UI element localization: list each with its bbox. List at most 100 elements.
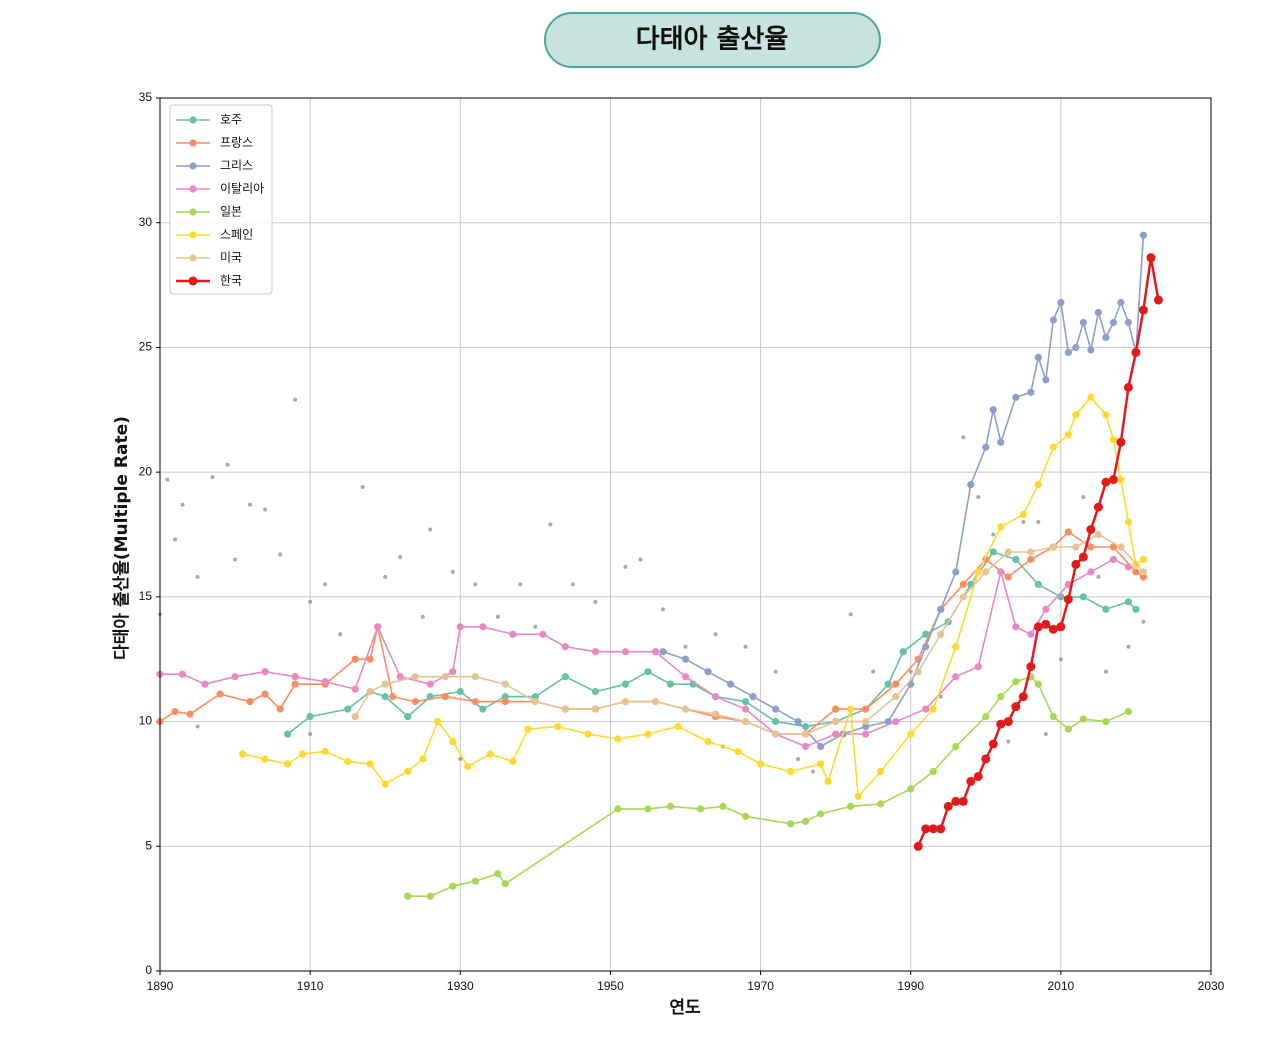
background-point (278, 552, 283, 557)
data-point (734, 747, 742, 756)
background-point (1036, 520, 1041, 525)
data-point (441, 673, 449, 681)
data-point (561, 673, 569, 681)
data-point (1034, 353, 1042, 362)
data-point (1012, 555, 1020, 564)
data-point (614, 805, 622, 813)
data-point (186, 710, 194, 718)
x-tick-label: 2010 (1048, 979, 1075, 993)
background-point (1081, 495, 1086, 500)
data-point (486, 750, 494, 758)
data-point (696, 805, 705, 813)
data-point (284, 760, 292, 768)
data-point (937, 630, 945, 638)
data-point (396, 673, 404, 681)
data-point (832, 717, 840, 726)
data-point (1087, 393, 1095, 401)
data-point (1139, 573, 1148, 581)
background-point (428, 527, 433, 532)
data-point (1094, 530, 1102, 539)
data-point (884, 680, 892, 688)
data-point (854, 792, 862, 801)
data-point (1042, 605, 1050, 613)
data-point (1049, 443, 1057, 451)
data-point (741, 717, 750, 726)
data-point (1146, 253, 1156, 263)
data-point (591, 688, 600, 696)
data-point (817, 810, 825, 818)
data-point (1042, 376, 1050, 384)
data-point (651, 648, 660, 656)
data-point (1072, 411, 1080, 419)
data-point (366, 688, 374, 696)
y-tick-label: 5 (145, 838, 152, 852)
data-point (832, 705, 840, 713)
data-point (936, 824, 946, 834)
data-point (621, 698, 630, 706)
data-point (802, 817, 810, 825)
data-point (1086, 525, 1096, 535)
data-point (997, 693, 1005, 701)
data-point (1102, 605, 1110, 613)
data-point (351, 655, 359, 663)
data-point (892, 717, 900, 726)
data-point (1138, 305, 1148, 315)
data-point (967, 481, 975, 489)
background-point (1021, 520, 1026, 525)
data-point (1087, 346, 1095, 354)
data-point (366, 655, 374, 663)
data-point (847, 802, 855, 810)
background-point (660, 607, 665, 612)
data-point (1101, 477, 1111, 487)
data-point (982, 443, 990, 451)
legend-marker (188, 276, 198, 286)
background-point (323, 582, 328, 587)
legend-label: 프랑스 (220, 136, 253, 150)
background-point (420, 614, 425, 619)
x-tick-label: 1950 (597, 979, 624, 993)
data-point (449, 882, 457, 890)
y-tick-label: 20 (139, 464, 153, 478)
data-point (922, 643, 930, 651)
data-point (644, 668, 652, 676)
data-point (1079, 593, 1087, 601)
data-point (261, 668, 269, 676)
data-point (471, 673, 479, 681)
data-point (1027, 555, 1035, 564)
background-point (248, 502, 253, 507)
data-point (988, 739, 998, 749)
data-point (899, 648, 907, 656)
data-point (1012, 623, 1020, 631)
x-tick-label: 1990 (897, 979, 924, 993)
data-point (711, 710, 720, 718)
data-point (1124, 563, 1133, 571)
grid: 0 5 10 15 20 25 30 35 1890 1910 1930 1950 1970 1990 20… (139, 90, 1225, 993)
background-point (398, 554, 403, 559)
data-point (1094, 308, 1102, 317)
data-point (1064, 431, 1072, 439)
legend-marker (189, 231, 197, 239)
x-tick-label: 1930 (447, 979, 474, 993)
data-point (1139, 231, 1148, 239)
data-point (291, 680, 299, 688)
data-point (922, 630, 930, 638)
x-tick-label: 1970 (747, 979, 774, 993)
data-point (1116, 437, 1126, 447)
data-point (591, 705, 600, 713)
background-point (593, 599, 598, 604)
legend-marker (189, 208, 197, 216)
plot (156, 231, 1163, 900)
background-point (743, 644, 748, 649)
background-point (908, 669, 913, 674)
data-point (404, 892, 412, 900)
background-point (623, 564, 628, 569)
data-point (914, 668, 922, 676)
data-point (644, 730, 652, 738)
data-point (1049, 316, 1057, 324)
data-point (1079, 318, 1087, 327)
data-point (651, 698, 660, 706)
data-point (862, 717, 870, 726)
background-point (308, 732, 313, 737)
data-point (726, 680, 735, 688)
background-point (225, 462, 230, 467)
